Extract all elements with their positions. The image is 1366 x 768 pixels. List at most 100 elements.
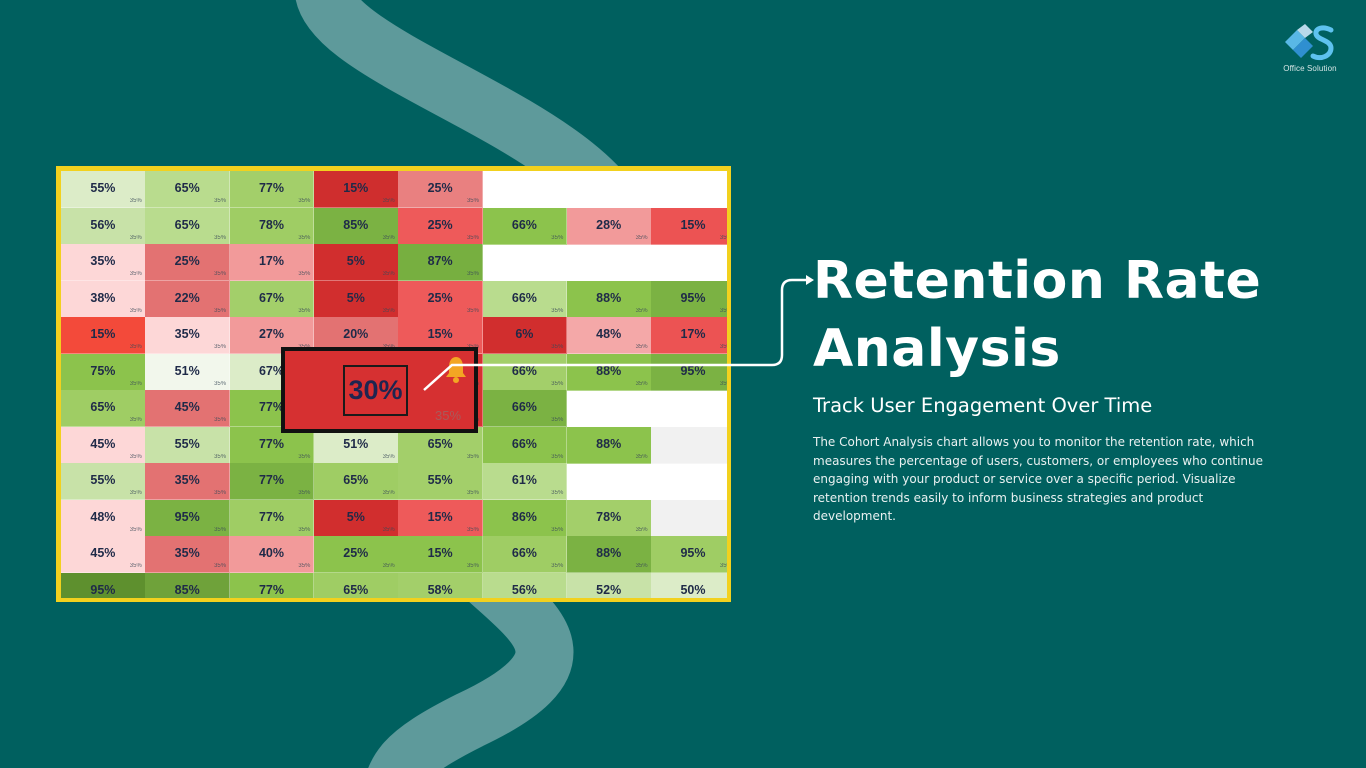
cell-value: 95% [174, 509, 200, 524]
heatmap-cell: 5% 35% [313, 244, 399, 281]
cell-secondary-value: 35% [382, 198, 395, 204]
cell-secondary-value: 35% [551, 234, 564, 241]
cell-secondary-value: 35% [551, 307, 564, 314]
bell-icon [446, 357, 466, 383]
cell-secondary-value: 35% [214, 380, 227, 387]
cell-secondary-value: 35% [719, 307, 727, 314]
heatmap-cell: 35% 35% [145, 317, 231, 354]
cell-secondary-value: 35% [129, 380, 142, 387]
cell-secondary-value: 35% [214, 417, 227, 423]
cell-value: 5% [346, 290, 365, 305]
heatmap-cell: 25% 35% [313, 536, 399, 573]
cell-value: 65% [174, 181, 200, 195]
heatmap-cell: 66% 35% [482, 207, 568, 245]
heatmap-cell: 56%35% [482, 572, 568, 598]
heatmap-cell: 88% 35% [566, 353, 652, 391]
cell-secondary-value: 35% [129, 526, 142, 533]
cell-secondary-value: 35% [382, 490, 395, 496]
heatmap-cell: 48% 35% [61, 499, 146, 537]
highlight-value-box: 30% [343, 365, 408, 416]
heatmap-cell: 55% 35% [61, 463, 146, 500]
cell-secondary-value: 35% [466, 307, 479, 314]
cell-secondary-value: 35% [214, 526, 227, 533]
cell-value: 86% [511, 509, 537, 524]
cell-secondary-value: 35% [635, 453, 648, 460]
cell-value: 28% [596, 217, 622, 232]
cell-value: 78% [596, 509, 622, 524]
cell-value: 55% [90, 473, 116, 487]
heatmap-cell: 50%35% [651, 572, 727, 598]
cell-secondary-value: 35% [129, 271, 142, 277]
cell-value: 66% [511, 363, 537, 378]
heatmap-cell: 65% 35% [145, 171, 231, 208]
cell-value: 88% [596, 290, 622, 305]
cell-secondary-value: 35% [635, 526, 648, 533]
cell-value: 45% [90, 436, 116, 451]
cell-secondary-value: 35% [551, 417, 564, 423]
cell-value: 66% [511, 436, 537, 451]
cell-value: 15% [343, 181, 369, 195]
cell-secondary-value: 35% [551, 526, 564, 533]
heatmap-cell: 95%35% [61, 572, 146, 598]
cell-value: 55% [174, 436, 200, 451]
cell-value: 15% [680, 217, 706, 232]
cell-secondary-value: 35% [719, 344, 727, 350]
heatmap-cell: 25% 35% [145, 244, 231, 281]
cell-secondary-value: 35% [298, 563, 311, 569]
cell-secondary-value: 35% [129, 563, 142, 569]
heatmap-cell: 25% 35% [398, 171, 483, 208]
page-description: The Cohort Analysis chart allows you to … [813, 435, 1264, 523]
heatmap-cell: 75% 35% [61, 353, 146, 391]
cell-value: 85% [174, 582, 200, 597]
cell-secondary-value: 35% [298, 271, 311, 277]
cell-value: 52% [596, 582, 622, 597]
cell-value: 88% [596, 363, 622, 378]
heatmap-cell: 87% 35% [398, 244, 483, 281]
logo-caption: Office Solution [1283, 64, 1337, 73]
cell-secondary-value: 35% [466, 490, 479, 496]
cell-secondary-value: 35% [214, 453, 227, 460]
cell-value: 95% [680, 546, 706, 560]
cell-value: 25% [343, 546, 369, 560]
heatmap-cell: 35% 35% [145, 536, 231, 573]
cell-secondary-value: 35% [466, 234, 479, 241]
heatmap-cell: 85%35% [145, 572, 231, 598]
cell-value: 77% [258, 582, 284, 597]
cell-value: 35% [174, 546, 200, 560]
cell-value: 66% [511, 217, 537, 232]
cell-secondary-value: 35% [298, 526, 311, 533]
heatmap-cell: 78% 35% [229, 207, 315, 245]
heatmap-cell: 88% 35% [566, 280, 652, 318]
cell-value: 51% [343, 436, 369, 451]
cell-value: 88% [596, 436, 622, 451]
cell-value: 48% [596, 327, 622, 341]
heatmap-cell: 22% 35% [145, 280, 231, 318]
cell-secondary-value: 35% [551, 490, 564, 496]
heatmap-cell: 25% 35% [398, 207, 483, 245]
heatmap-cell: 85%35% [313, 207, 399, 245]
cell-value: 15% [427, 327, 453, 341]
cell-value: 25% [174, 254, 200, 268]
cell-value: 17% [680, 327, 706, 341]
heatmap-cell: 66% 35% [482, 390, 568, 427]
cell-value: 87% [427, 254, 453, 268]
cell-value: 85% [343, 217, 369, 232]
heatmap-cell: 66% 35% [482, 353, 568, 391]
cell-value: 95% [90, 582, 116, 597]
cell-secondary-value: 35% [214, 490, 227, 496]
cell-value: 6% [515, 327, 534, 341]
heatmap-cell: 95% 35% [651, 536, 727, 573]
cell-value: 15% [427, 509, 453, 524]
cell-value: 27% [258, 327, 284, 341]
cell-value: 20% [343, 327, 369, 341]
heatmap-cell: 88% 35% [566, 536, 652, 573]
heatmap-cell: 55% 35% [145, 426, 231, 464]
cell-secondary-value: 35% [551, 453, 564, 460]
heatmap-cell: 77% 35% [229, 499, 315, 537]
cell-secondary-value: 35% [719, 563, 727, 569]
heatmap-cell: 28% 35% [566, 207, 652, 245]
office-solution-logo: Office Solution [1272, 24, 1348, 78]
cell-value: 77% [258, 509, 284, 524]
cell-secondary-value: 35% [129, 234, 142, 241]
cell-secondary-value: 35% [129, 417, 142, 423]
